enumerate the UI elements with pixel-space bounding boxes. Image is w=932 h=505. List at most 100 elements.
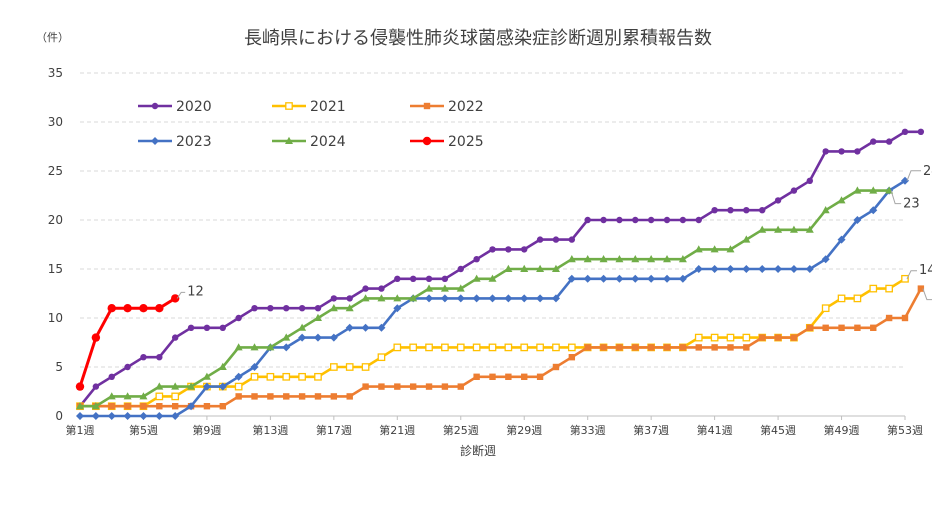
data-point bbox=[124, 403, 131, 410]
data-point bbox=[361, 363, 370, 371]
data-point bbox=[679, 344, 687, 351]
y-tick-label: 35 bbox=[48, 66, 63, 80]
data-point bbox=[885, 284, 893, 293]
data-point bbox=[473, 373, 480, 380]
data-point bbox=[456, 343, 465, 352]
data-point bbox=[298, 333, 307, 342]
data-point bbox=[329, 333, 338, 342]
data-point bbox=[156, 354, 163, 361]
data-point bbox=[901, 128, 909, 135]
data-point bbox=[346, 295, 353, 302]
data-point bbox=[488, 343, 497, 352]
x-tick-label: 第53週 bbox=[887, 423, 923, 437]
data-point bbox=[647, 274, 656, 283]
data-point bbox=[377, 294, 386, 302]
x-tick-label: 第13週 bbox=[252, 423, 288, 437]
data-point bbox=[409, 275, 417, 282]
end-label-leader bbox=[890, 190, 902, 205]
data-point bbox=[789, 265, 798, 273]
data-point bbox=[425, 343, 433, 352]
data-point bbox=[504, 343, 513, 352]
end-label-2023: 24 bbox=[923, 164, 932, 179]
legend-label: 2025 bbox=[448, 134, 484, 150]
data-point bbox=[821, 255, 830, 264]
data-point bbox=[298, 323, 307, 331]
data-point bbox=[345, 363, 354, 371]
data-point bbox=[361, 323, 370, 332]
data-point bbox=[124, 363, 131, 371]
data-point bbox=[853, 294, 862, 303]
gridlines bbox=[80, 72, 905, 368]
data-point bbox=[313, 313, 322, 321]
data-point bbox=[218, 382, 227, 391]
data-point bbox=[456, 294, 465, 303]
data-point bbox=[361, 294, 370, 302]
data-point bbox=[425, 294, 434, 303]
data-point bbox=[394, 383, 401, 390]
data-point bbox=[251, 393, 258, 400]
data-point bbox=[219, 403, 226, 410]
data-point bbox=[187, 324, 195, 331]
data-point bbox=[345, 304, 354, 312]
end-label-2024: 23 bbox=[903, 197, 920, 212]
data-point bbox=[505, 246, 512, 253]
data-point bbox=[536, 264, 545, 272]
data-point bbox=[726, 333, 735, 342]
data-point bbox=[91, 402, 100, 410]
data-point bbox=[202, 382, 211, 391]
x-tick-label: 第49週 bbox=[824, 423, 860, 437]
data-point bbox=[472, 343, 481, 352]
data-point bbox=[917, 128, 925, 135]
data-point bbox=[774, 225, 783, 233]
data-point bbox=[583, 274, 592, 283]
y-tick-label: 15 bbox=[48, 262, 63, 276]
x-tick-label: 第37週 bbox=[633, 423, 669, 437]
data-point bbox=[123, 304, 132, 313]
data-point bbox=[870, 324, 877, 331]
data-point bbox=[234, 382, 243, 391]
data-point bbox=[123, 392, 132, 400]
data-point bbox=[837, 235, 846, 244]
data-point bbox=[457, 265, 464, 273]
data-point bbox=[567, 343, 576, 352]
data-point bbox=[345, 323, 354, 332]
data-point bbox=[790, 187, 798, 194]
data-point bbox=[694, 333, 703, 342]
data-point bbox=[298, 372, 306, 381]
data-point bbox=[774, 265, 783, 273]
x-tick-label: 第41週 bbox=[697, 423, 733, 437]
data-point bbox=[821, 304, 830, 313]
legend-item-2023: 2023 bbox=[138, 134, 212, 150]
data-point bbox=[869, 186, 878, 194]
data-point bbox=[91, 333, 101, 342]
axes: 05101520253035第1週 第5週 第9週 第13週 第17週 第21週 第25週第… bbox=[48, 66, 923, 437]
data-point bbox=[710, 265, 719, 273]
x-tick-label: 第17週 bbox=[316, 423, 352, 437]
data-point bbox=[362, 285, 369, 292]
end-label-leader bbox=[922, 288, 932, 301]
data-point bbox=[647, 216, 655, 224]
legend-item-2024: 2024 bbox=[272, 134, 346, 150]
data-point bbox=[394, 275, 401, 282]
data-point bbox=[218, 362, 227, 370]
data-point bbox=[551, 294, 560, 303]
data-point bbox=[695, 216, 702, 224]
x-tick-label: 第21週 bbox=[379, 423, 415, 437]
data-point bbox=[171, 382, 180, 390]
data-point bbox=[520, 264, 529, 272]
data-point bbox=[869, 206, 878, 215]
data-point bbox=[806, 324, 814, 331]
data-point bbox=[504, 294, 513, 303]
data-point bbox=[234, 343, 243, 351]
data-point bbox=[600, 344, 607, 351]
data-point bbox=[821, 206, 830, 214]
data-point bbox=[726, 245, 735, 253]
legend-item-2021: 2021 bbox=[272, 99, 346, 115]
data-point bbox=[838, 148, 845, 155]
data-point bbox=[838, 324, 845, 331]
data-point bbox=[75, 382, 85, 391]
data-point bbox=[377, 323, 386, 332]
data-point bbox=[742, 265, 751, 273]
data-point bbox=[267, 305, 274, 312]
